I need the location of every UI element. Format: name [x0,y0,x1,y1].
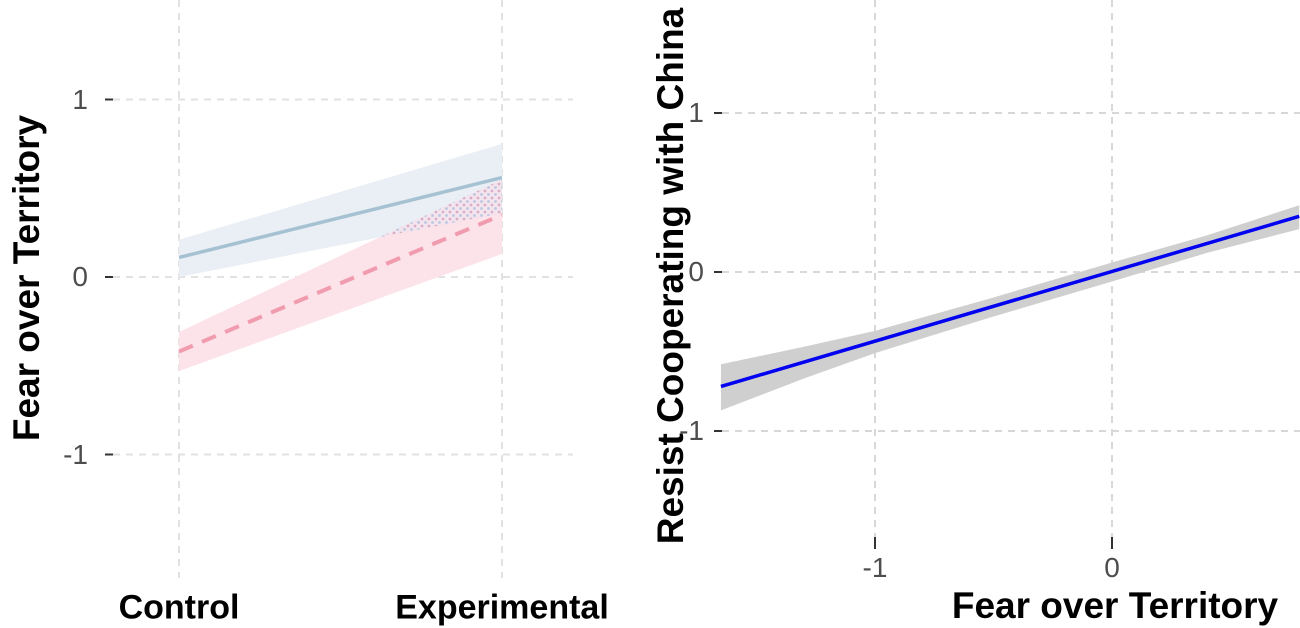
right-y-tick-label: -1 [679,415,704,446]
fit-line-dashed [178,213,503,354]
x-category-label: Control [118,588,240,627]
fit-line-solid [178,175,503,260]
left-y-tick-label: -1 [63,438,88,470]
confidence-ribbon [720,205,1300,411]
right-x-axis-title: Fear over Territory [951,585,1279,626]
right-y-tick-label: 0 [688,256,704,287]
right-y-tick-label: 1 [688,97,704,128]
x-category-label: Experimental [395,588,609,627]
fit-line-solid [720,214,1300,389]
left-y-tick-label: 0 [72,261,88,292]
ribbon-overlap-stipple [379,179,502,238]
right-x-tick-label: -1 [862,552,888,583]
confidence-ribbon [179,143,502,277]
left-y-tick-label: 1 [72,83,88,115]
right-x-tick-label: 0 [1104,552,1120,583]
